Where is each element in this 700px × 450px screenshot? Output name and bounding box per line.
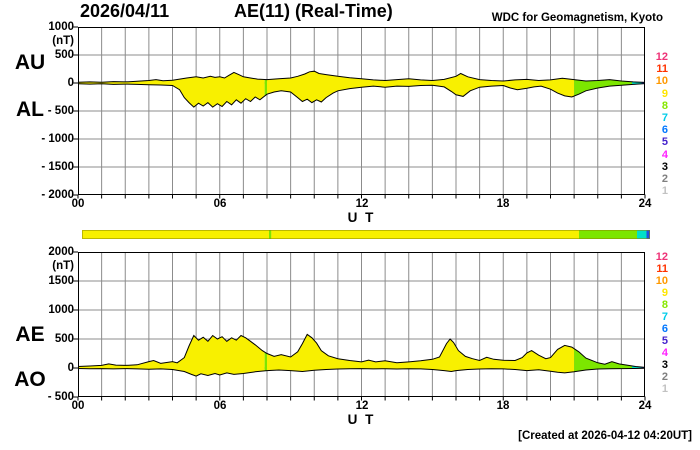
station-count-legend-item: 9 <box>661 87 668 100</box>
xtick-label: 24 <box>638 198 652 210</box>
colorbar-segment <box>82 230 269 239</box>
station-count-legend-item: 6 <box>661 323 668 335</box>
station-count-legend-item: 7 <box>661 112 668 124</box>
al-axis-label: AL <box>16 98 44 121</box>
ae-ao-chart <box>73 251 646 401</box>
ytick-label: - 500 <box>47 391 74 403</box>
station-count-colorbar <box>82 230 650 239</box>
xtick-label: 12 <box>355 400 369 412</box>
created-timestamp: [Created at 2026-04-12 04:20UT] <box>518 430 692 442</box>
station-count-legend-item: 7 <box>661 311 668 323</box>
unit-label: (nT) <box>52 260 74 272</box>
xtick-label: 06 <box>213 198 227 210</box>
station-count-legend-item: 3 <box>661 160 668 173</box>
area-fill-segment <box>78 335 265 377</box>
station-count-legend-item: 4 <box>661 347 668 359</box>
station-count-legend-item: 9 <box>661 287 668 299</box>
colorbar-segment <box>269 230 272 239</box>
station-count-legend-item: 8 <box>661 99 668 112</box>
xtick-label: 06 <box>213 400 227 412</box>
xtick-label: 18 <box>496 198 510 210</box>
ytick-label: - 1000 <box>41 133 74 145</box>
ut-axis-label: U T <box>347 210 376 225</box>
au-axis-label: AU <box>14 51 46 74</box>
station-count-legend-item: 2 <box>661 371 668 383</box>
ytick-label: 1000 <box>48 21 74 33</box>
station-count-legend-item: 12 <box>655 51 668 63</box>
area-fill-segment <box>574 79 633 97</box>
xtick-label: 00 <box>71 198 85 210</box>
ytick-label: 1000 <box>48 304 74 316</box>
ytick-label: 500 <box>54 333 74 345</box>
station-count-legend-item: 11 <box>656 63 668 76</box>
station-count-legend-item: 2 <box>661 173 668 185</box>
ytick-label: 0 <box>67 362 74 374</box>
al-curve <box>77 83 646 108</box>
ao-axis-label: AO <box>14 368 46 391</box>
area-fill-segment <box>264 79 267 97</box>
ae-axis-label: AE <box>15 323 45 346</box>
station-count-legend-item: 5 <box>661 335 668 347</box>
ae-curve <box>77 333 646 368</box>
station-count-legend-item: 5 <box>661 136 668 149</box>
area-fill-segment <box>267 71 575 103</box>
au-al-chart <box>73 26 646 199</box>
plot-title: AE(11) (Real-Time) <box>234 1 393 21</box>
area-fill-segment <box>78 72 265 108</box>
station-count-legend-item: 1 <box>661 383 668 395</box>
station-count-legend-item: 10 <box>655 275 668 287</box>
station-count-legend-item: 10 <box>655 75 668 88</box>
data-source-label: WDC for Geomagnetism, Kyoto <box>491 12 663 24</box>
ytick-label: - 500 <box>47 105 74 117</box>
colorbar-segment <box>637 230 647 239</box>
ao-curve <box>77 367 646 377</box>
station-count-legend-item: 11 <box>656 263 668 275</box>
station-count-legend-item: 8 <box>661 299 668 311</box>
colorbar-segment <box>579 230 637 239</box>
colorbar-segment <box>646 230 650 239</box>
au-curve <box>77 70 646 83</box>
area-fill-segment <box>267 334 575 373</box>
station-count-legend-item: 1 <box>661 185 668 198</box>
area-fill-segment <box>574 348 633 372</box>
area-fill-segment <box>264 352 267 371</box>
station-count-legend-item: 3 <box>661 359 668 371</box>
station-count-legend-item: 12 <box>655 251 668 263</box>
ytick-label: 500 <box>54 49 74 61</box>
xtick-label: 24 <box>638 400 652 412</box>
plot-date: 2026/04/11 <box>80 1 170 21</box>
ut-axis-label: U T <box>347 412 376 427</box>
station-count-legend-item: 6 <box>661 124 668 137</box>
xtick-label: 00 <box>71 400 85 412</box>
unit-label: (nT) <box>52 35 74 47</box>
ytick-label: - 2000 <box>41 189 74 201</box>
xtick-label: 18 <box>496 400 510 412</box>
xtick-label: 12 <box>355 198 369 210</box>
colorbar-segment <box>271 230 579 239</box>
ytick-label: 0 <box>67 77 74 89</box>
ytick-label: 1500 <box>48 275 74 287</box>
ytick-label: - 1500 <box>41 161 74 173</box>
ytick-label: 2000 <box>48 246 74 258</box>
station-count-legend-item: 4 <box>661 148 668 161</box>
